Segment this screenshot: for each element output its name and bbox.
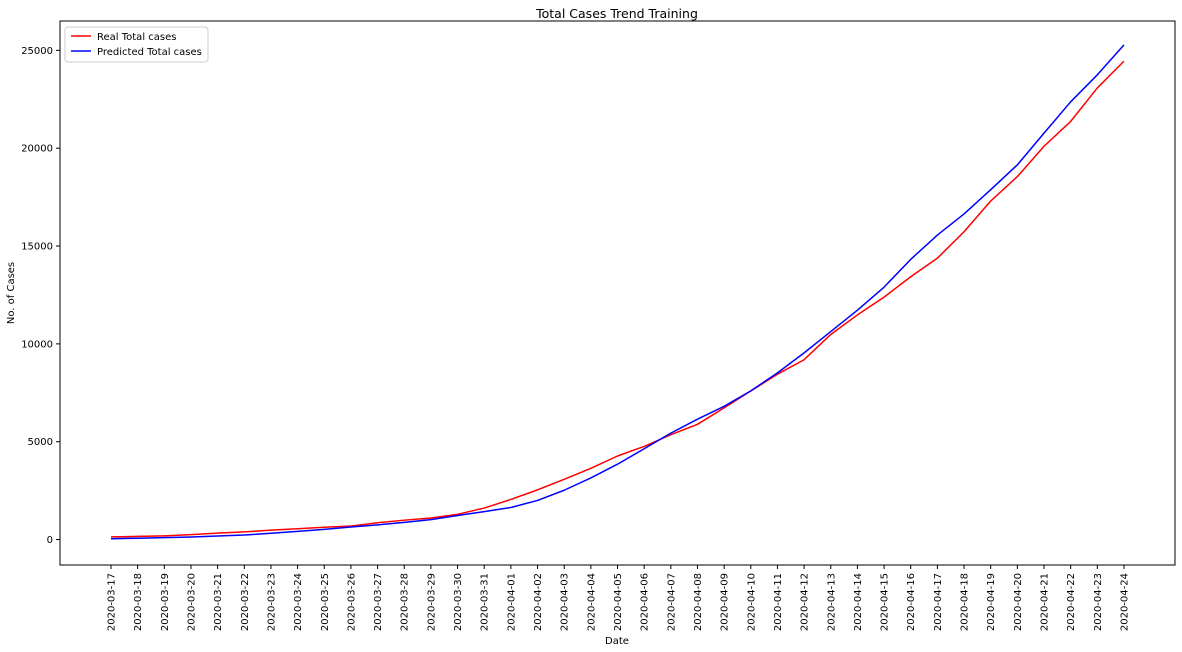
x-tick-label: 2020-04-15 bbox=[880, 573, 891, 631]
x-tick-label: 2020-04-04 bbox=[586, 573, 597, 631]
x-tick-label: 2020-03-31 bbox=[480, 573, 491, 631]
series-line-real bbox=[110, 60, 1125, 538]
x-tick-label: 2020-04-22 bbox=[1066, 573, 1077, 631]
y-axis-label: No. of Cases bbox=[6, 262, 17, 324]
x-tick-label: 2020-04-14 bbox=[853, 573, 864, 631]
x-tick-label: 2020-03-26 bbox=[346, 573, 357, 631]
x-tick-label: 2020-04-10 bbox=[746, 573, 757, 631]
x-tick-label: 2020-04-11 bbox=[773, 573, 784, 631]
series-line-predicted bbox=[110, 44, 1125, 540]
x-tick-label: 2020-04-16 bbox=[906, 573, 917, 631]
plot-area bbox=[59, 20, 1176, 566]
legend: Real Total cases Predicted Total cases bbox=[64, 26, 209, 63]
x-tick-label: 2020-03-17 bbox=[107, 573, 118, 631]
legend-label-real: Real Total cases bbox=[97, 32, 176, 43]
x-tick-label: 2020-04-02 bbox=[533, 573, 544, 631]
x-tick-label: 2020-04-06 bbox=[640, 573, 651, 631]
x-tick-label: 2020-04-08 bbox=[693, 573, 704, 631]
x-axis: 2020-03-17 2020-03-18 2020-03-19 2020-03-20… bbox=[107, 565, 1131, 631]
x-tick-label: 2020-03-22 bbox=[240, 573, 251, 631]
y-tick-label: 10000 bbox=[21, 339, 53, 350]
x-tick-label: 2020-04-18 bbox=[960, 573, 971, 631]
x-tick-label: 2020-04-20 bbox=[1013, 573, 1024, 631]
chart-title: Total Cases Trend Training bbox=[535, 6, 698, 21]
legend-label-predicted: Predicted Total cases bbox=[97, 47, 202, 58]
legend-box bbox=[64, 26, 209, 63]
y-tick-label: 25000 bbox=[21, 46, 53, 57]
x-tick-label: 2020-04-19 bbox=[986, 573, 997, 631]
x-tick-label: 2020-04-24 bbox=[1120, 573, 1131, 631]
x-tick-label: 2020-04-23 bbox=[1093, 573, 1104, 631]
x-tick-label: 2020-04-17 bbox=[933, 573, 944, 631]
x-tick-label: 2020-03-24 bbox=[293, 573, 304, 631]
x-tick-label: 2020-04-13 bbox=[826, 573, 837, 631]
y-tick-label: 0 bbox=[47, 535, 53, 546]
series-lines bbox=[110, 44, 1125, 540]
x-tick-label: 2020-03-20 bbox=[186, 573, 197, 631]
x-tick-label: 2020-04-03 bbox=[560, 573, 571, 631]
x-axis-label: Date bbox=[605, 636, 629, 647]
y-tick-label: 15000 bbox=[21, 242, 53, 253]
x-tick-label: 2020-04-07 bbox=[666, 573, 677, 631]
x-tick-label: 2020-03-21 bbox=[213, 573, 224, 631]
x-tick-label: 2020-03-18 bbox=[133, 573, 144, 631]
x-tick-label: 2020-04-12 bbox=[800, 573, 811, 631]
x-tick-label: 2020-03-25 bbox=[320, 573, 331, 631]
x-tick-label: 2020-04-21 bbox=[1040, 573, 1051, 631]
x-tick-label: 2020-03-27 bbox=[373, 573, 384, 631]
y-tick-label: 20000 bbox=[21, 144, 53, 155]
x-tick-label: 2020-03-29 bbox=[426, 573, 437, 631]
x-tick-label: 2020-03-30 bbox=[453, 573, 464, 631]
x-tick-label: 2020-03-19 bbox=[160, 573, 171, 631]
y-axis: 0 5000 10000 15000 20000 25000 bbox=[21, 46, 60, 546]
y-tick-label: 5000 bbox=[28, 437, 53, 448]
x-tick-label: 2020-04-01 bbox=[506, 573, 517, 631]
x-tick-label: 2020-03-28 bbox=[400, 573, 411, 631]
x-tick-label: 2020-04-05 bbox=[613, 573, 624, 631]
x-tick-label: 2020-04-09 bbox=[720, 573, 731, 631]
x-tick-label: 2020-03-23 bbox=[266, 573, 277, 631]
